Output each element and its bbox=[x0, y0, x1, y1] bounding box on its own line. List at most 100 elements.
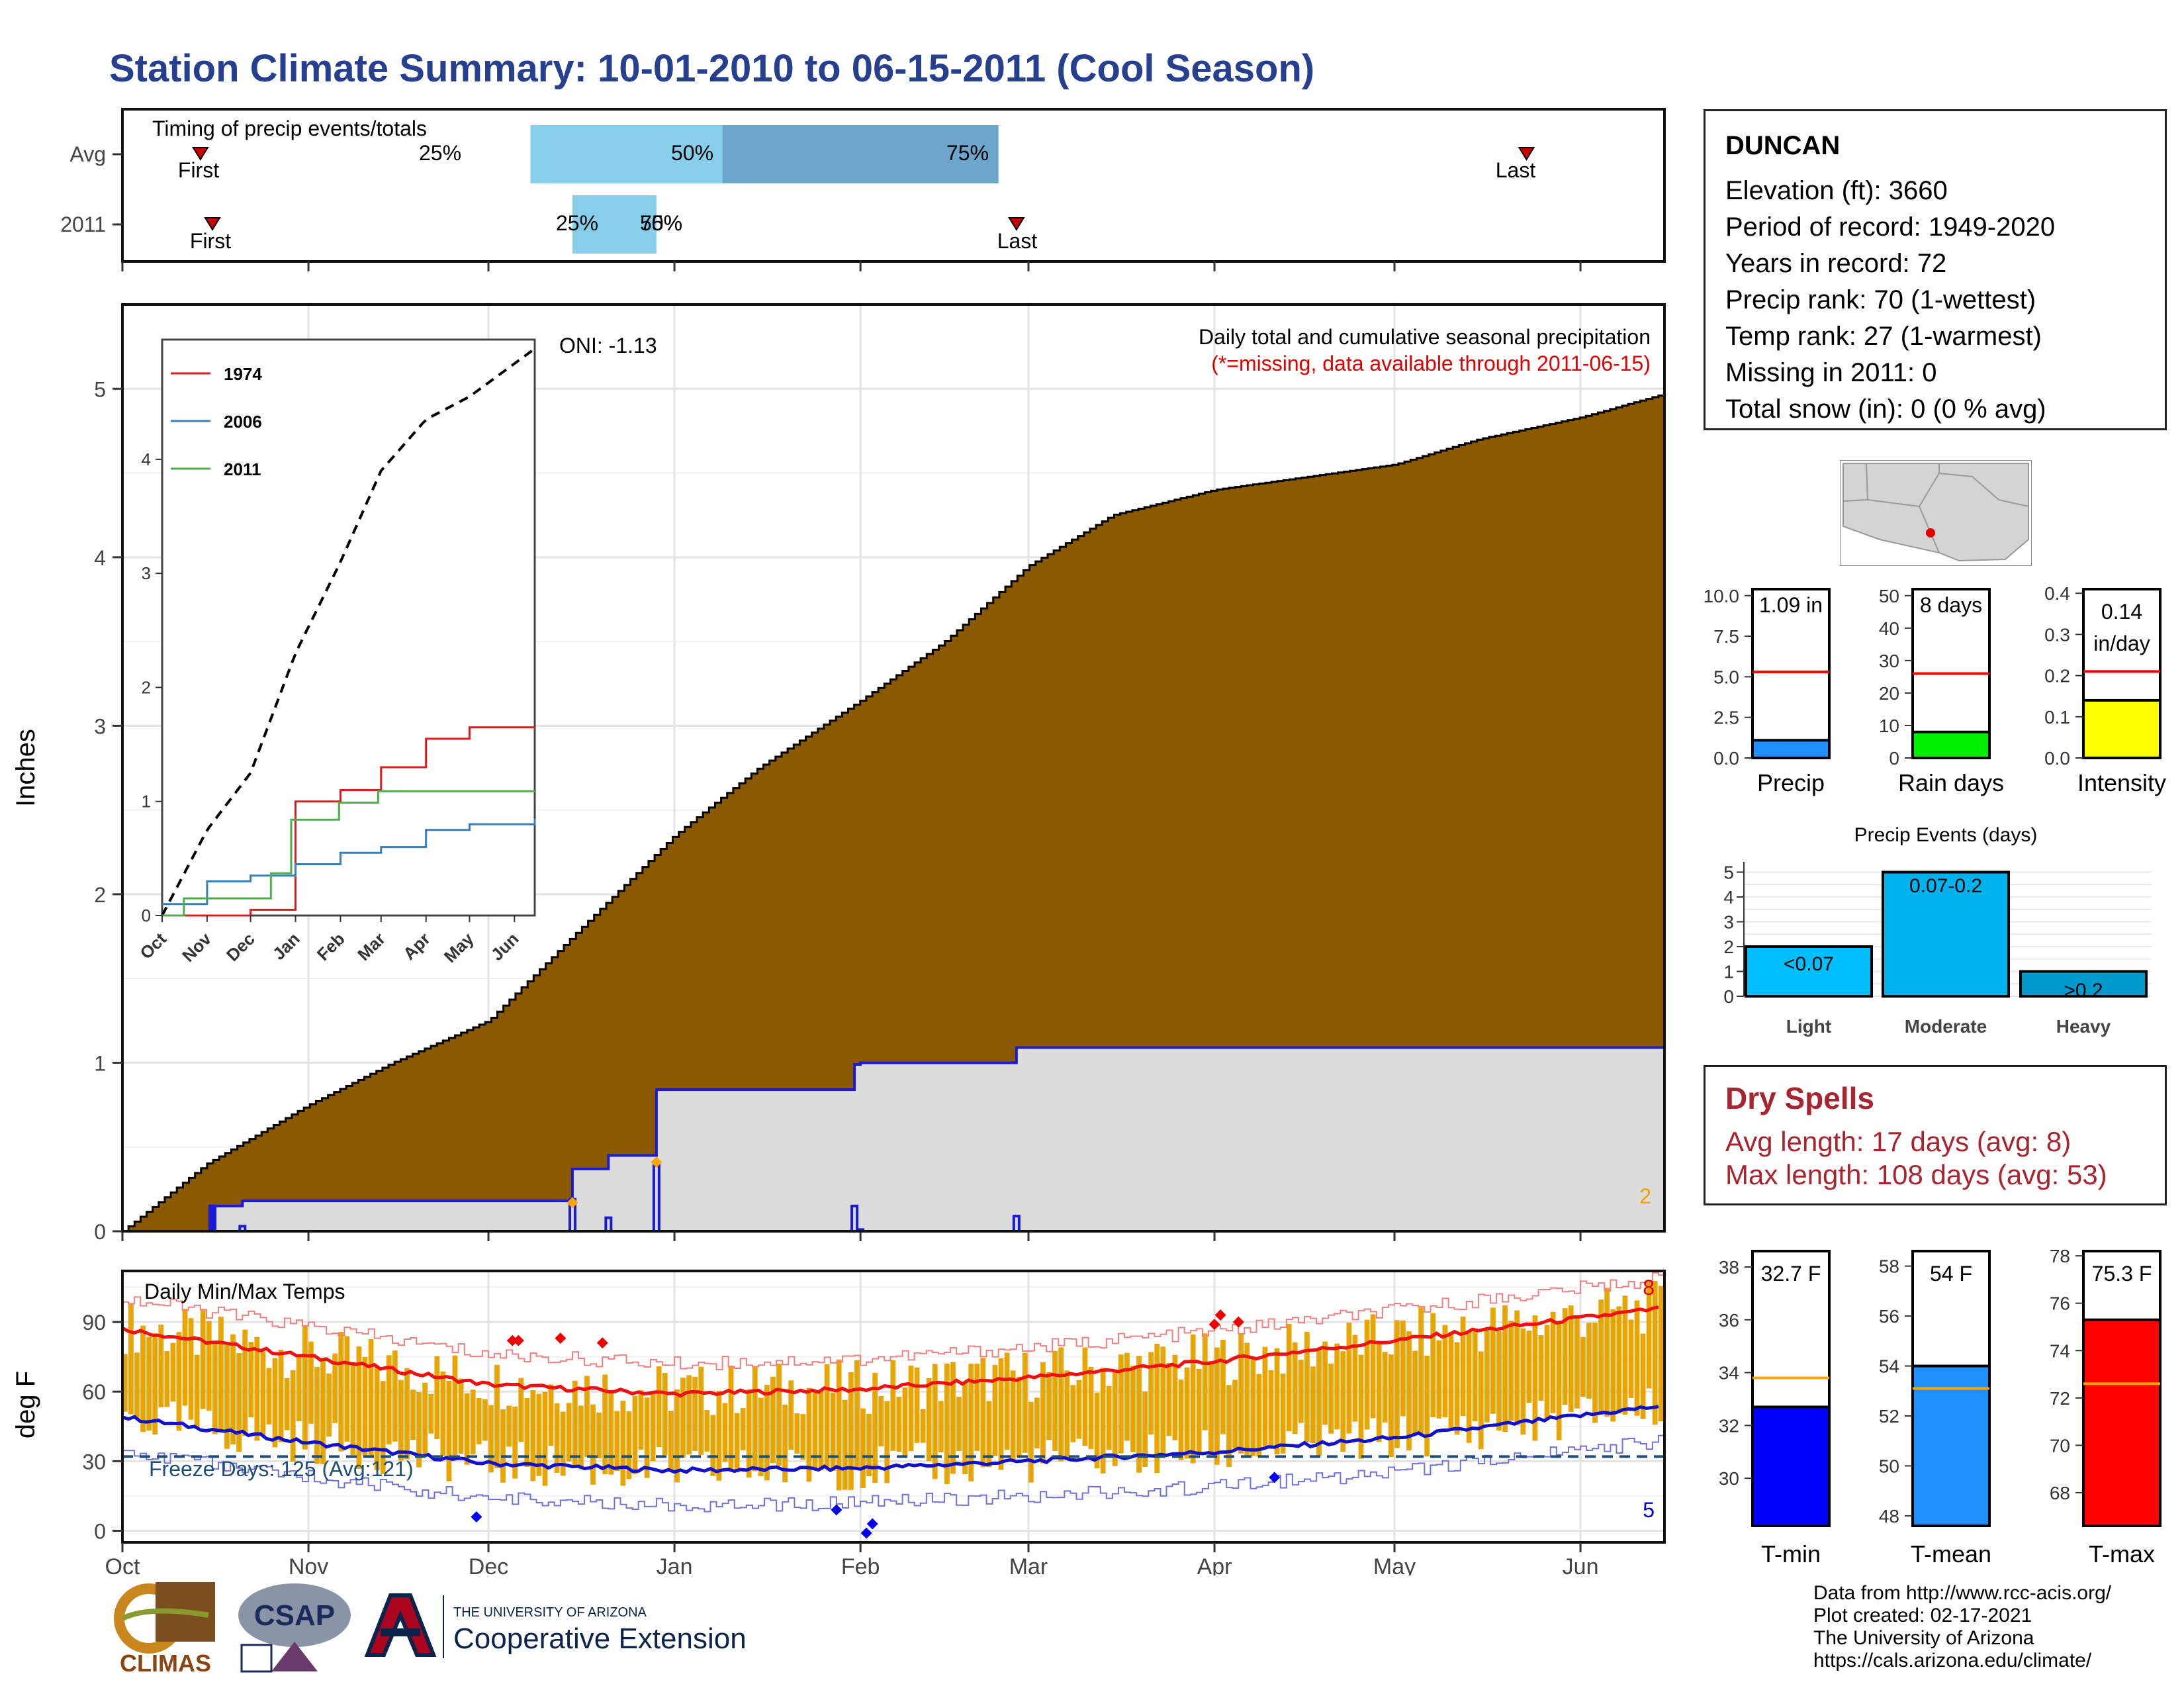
daily-temp-bar bbox=[1172, 1354, 1178, 1440]
station-elevation: Elevation (ft): 3660 bbox=[1725, 176, 1948, 205]
inset-line-2011 bbox=[162, 790, 535, 917]
daily-temp-bar bbox=[1220, 1339, 1226, 1434]
daily-temp-bar bbox=[476, 1398, 482, 1444]
events-tick-label: 5 bbox=[1723, 863, 1734, 883]
daily-temp-bar bbox=[1310, 1366, 1316, 1444]
daily-temp-bar bbox=[1040, 1362, 1046, 1464]
station-missing: Missing in 2011: 0 bbox=[1725, 358, 1937, 387]
month-label-oct: Oct bbox=[105, 1554, 140, 1575]
temp-header: Daily Min/Max Temps bbox=[144, 1280, 345, 1303]
daily-temp-bar bbox=[1322, 1341, 1328, 1425]
missing-note: (*=missing, data available through 2011-… bbox=[1211, 352, 1651, 375]
daily-temp-bar bbox=[1490, 1307, 1496, 1414]
page-title: Station Climate Summary: 10-01-2010 to 0… bbox=[109, 47, 1315, 90]
intensity-tick-label: 0.3 bbox=[2044, 624, 2070, 645]
daily-temp-bar bbox=[1502, 1305, 1508, 1432]
timing-row-2011: 2011 bbox=[60, 212, 106, 236]
ua-small-text: THE UNIVERSITY OF ARIZONA bbox=[453, 1605, 647, 1620]
daily-temp-bar bbox=[188, 1318, 194, 1420]
daily-temp-bar bbox=[1412, 1350, 1418, 1436]
daily-temp-bar bbox=[1022, 1352, 1028, 1453]
daily-temp-bar bbox=[1208, 1361, 1214, 1456]
daily-temp-bar bbox=[1370, 1314, 1376, 1419]
timing-marker-icon bbox=[204, 217, 221, 231]
daily-temp-bar bbox=[464, 1393, 470, 1465]
precip-tick-label: 7.5 bbox=[1713, 626, 1739, 647]
timing-row-avg: Avg bbox=[69, 142, 106, 166]
daily-temp-bar bbox=[290, 1370, 296, 1462]
temp-frame bbox=[121, 1270, 1666, 1544]
dry-spells-box: Dry Spells Avg length: 17 days (avg: 8) … bbox=[1704, 1065, 2167, 1205]
y2011-last-label: Last bbox=[997, 229, 1038, 253]
temp-chart: 0 30 60 90 deg F Daily Min/Max Temps Freeze… bbox=[11, 1270, 1666, 1575]
daily-temp-bar bbox=[716, 1390, 722, 1481]
daily-temp-bar bbox=[194, 1354, 200, 1428]
tmin-tick-label: 38 bbox=[1719, 1257, 1739, 1278]
daily-temp-bar bbox=[998, 1358, 1004, 1470]
daily-temp-bar bbox=[152, 1333, 158, 1435]
daily-temp-bar bbox=[1418, 1307, 1424, 1434]
intensity-bar-label: Intensity bbox=[2077, 769, 2166, 796]
daily-temp-bar bbox=[1364, 1319, 1370, 1430]
daily-temp-bar bbox=[1610, 1309, 1616, 1422]
daily-temp-bar bbox=[596, 1412, 602, 1459]
daily-temp-bar bbox=[1388, 1354, 1394, 1458]
climas-logo: CLIMAS bbox=[114, 1582, 215, 1677]
credit-plot-created: Plot created: 02-17-2021 bbox=[1813, 1605, 2032, 1626]
inset-average-line bbox=[161, 348, 536, 916]
tmin-bar bbox=[1751, 1405, 1831, 1527]
precip-value-label: 1.09 in bbox=[1759, 593, 1823, 617]
events-tick-label: 0 bbox=[1723, 986, 1734, 1007]
daily-temp-bar bbox=[1070, 1385, 1076, 1442]
inset-y-tick-label: 0 bbox=[142, 906, 151, 925]
precip-count: 2 bbox=[1639, 1184, 1651, 1208]
map-borders bbox=[1843, 463, 2029, 553]
daily-temp-bar bbox=[554, 1403, 560, 1473]
daily-temp-bar bbox=[668, 1411, 674, 1470]
daily-temp-bar bbox=[1574, 1316, 1580, 1409]
tmax-tick-label: 68 bbox=[2050, 1483, 2070, 1503]
temp-y-tick-label: 60 bbox=[82, 1380, 106, 1404]
station-precip-rank: Precip rank: 70 (1-wettest) bbox=[1725, 285, 2036, 314]
daily-temp-bar bbox=[626, 1411, 632, 1479]
daily-temp-bar bbox=[1124, 1352, 1130, 1441]
daily-temp-bar bbox=[620, 1401, 626, 1486]
events-light-label: <0.07 bbox=[1784, 953, 1834, 975]
events-cat-moderate: Moderate bbox=[1905, 1016, 1987, 1037]
tmax-tick-label: 76 bbox=[2050, 1293, 2070, 1314]
current-season-line bbox=[122, 1046, 1664, 1233]
daily-temp-bar bbox=[1166, 1362, 1172, 1436]
station-years: Years in record: 72 bbox=[1725, 249, 1947, 278]
daily-temp-bar bbox=[1598, 1299, 1604, 1414]
precip-y-tick-label: 3 bbox=[94, 714, 106, 738]
daily-temp-bar bbox=[1520, 1328, 1526, 1435]
daily-temp-bar bbox=[368, 1338, 374, 1458]
daily-temp-bar bbox=[1358, 1354, 1364, 1459]
y2011-q25-label: 25% bbox=[556, 211, 598, 235]
daily-temp-bar bbox=[530, 1390, 536, 1481]
daily-temp-bar bbox=[200, 1310, 206, 1409]
daily-temp-bar bbox=[1178, 1380, 1184, 1460]
daily-temp-bar bbox=[272, 1358, 278, 1448]
daily-temp-bar bbox=[1280, 1374, 1286, 1454]
precip-bar bbox=[1751, 739, 1831, 759]
daily-temp-bar bbox=[206, 1321, 212, 1411]
tmean-bar-label: T-mean bbox=[1911, 1540, 1991, 1568]
cumulative-average-area bbox=[122, 393, 1664, 1231]
daily-temp-bar bbox=[674, 1389, 680, 1483]
tmean-tick-label: 48 bbox=[1879, 1506, 1899, 1526]
station-period: Period of record: 1949-2020 bbox=[1725, 212, 2056, 242]
daily-temp-bar bbox=[662, 1373, 668, 1456]
daily-temp-bar bbox=[536, 1393, 542, 1476]
precip-tick-label: 2.5 bbox=[1713, 708, 1739, 728]
daily-temp-bar bbox=[428, 1393, 434, 1434]
intensity-tick-label: 0.4 bbox=[2044, 583, 2070, 604]
daily-temp-bar bbox=[386, 1355, 392, 1445]
daily-temp-bar bbox=[680, 1378, 686, 1458]
tmean-bar bbox=[1911, 1364, 1991, 1527]
intensity-tick-label: 0.1 bbox=[2044, 707, 2070, 727]
daily-temp-bar bbox=[1058, 1347, 1064, 1462]
daily-temp-bar bbox=[1154, 1343, 1160, 1474]
daily-temp-bar bbox=[1106, 1385, 1112, 1450]
record-marker-icon bbox=[567, 1197, 578, 1209]
